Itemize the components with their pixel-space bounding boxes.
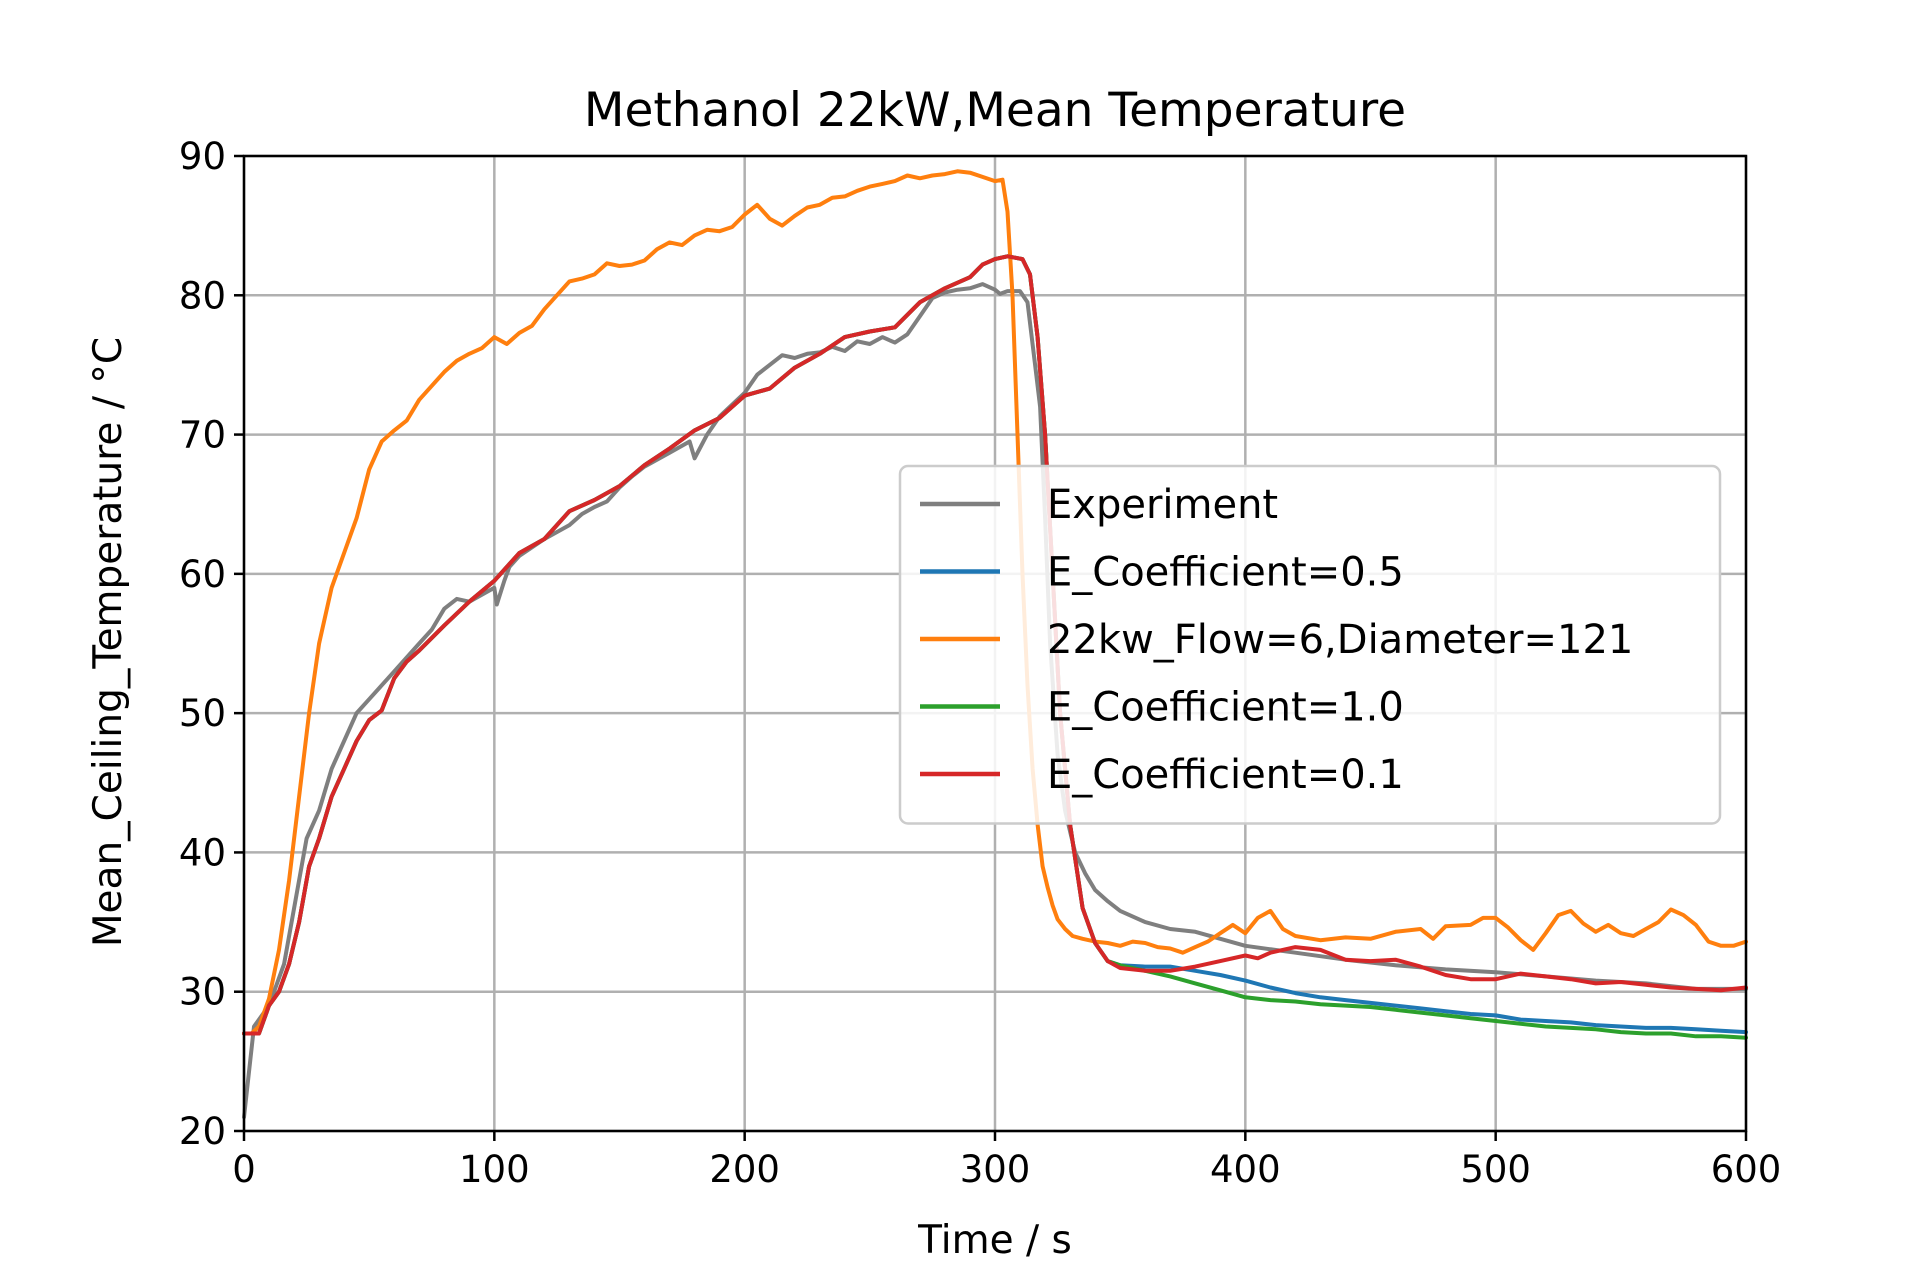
y-axis-label: Mean_Ceiling_Temperature / °C: [86, 337, 131, 947]
legend-label: E_Coefficient=1.0: [1047, 685, 1404, 731]
y-tick-label: 20: [179, 1110, 226, 1153]
legend-label: E_Coefficient=0.1: [1047, 752, 1404, 798]
y-tick-label: 40: [179, 831, 226, 874]
x-tick-label: 300: [960, 1148, 1031, 1191]
x-tick-label: 200: [709, 1148, 780, 1191]
x-tick-label: 400: [1210, 1148, 1281, 1191]
x-axis-label: Time / s: [917, 1218, 1072, 1263]
y-tick-label: 80: [179, 274, 226, 317]
legend-label: Experiment: [1047, 482, 1278, 528]
y-tick-label: 30: [179, 971, 226, 1014]
legend: Experiment E_Coefficient=0.5 22kw_Flow=6,D…: [898, 464, 1722, 825]
axis-ticks: 0 100 200 300 400 500 600 20 30 40 50 60 70 80 90: [179, 135, 1781, 1191]
y-tick-label: 50: [179, 692, 226, 735]
chart-title: Methanol 22kW,Mean Temperature: [584, 83, 1406, 138]
y-tick-label: 60: [179, 553, 226, 596]
x-tick-label: 600: [1711, 1148, 1782, 1191]
y-tick-label: 70: [179, 414, 226, 457]
legend-label: E_Coefficient=0.5: [1047, 550, 1404, 596]
x-tick-label: 100: [459, 1148, 530, 1191]
x-tick-label: 0: [232, 1148, 256, 1191]
y-tick-label: 90: [179, 135, 226, 178]
legend-box: [898, 464, 1722, 825]
series-line-e-coefficient-0-1: [242, 254, 1748, 1036]
plot-area: [242, 169, 1748, 1120]
series-line-22kw-flow-6-diameter-121: [242, 169, 1748, 1036]
legend-label: 22kw_Flow=6,Diameter=121: [1047, 617, 1633, 663]
x-tick-label: 500: [1460, 1148, 1531, 1191]
